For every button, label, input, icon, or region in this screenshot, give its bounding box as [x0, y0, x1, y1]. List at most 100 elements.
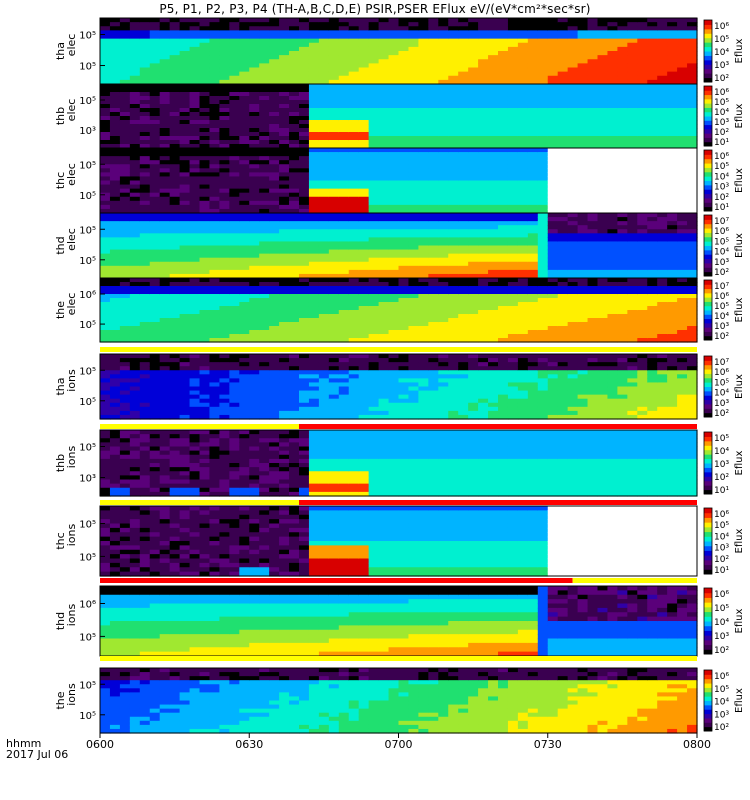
spectrogram-cell — [169, 249, 181, 255]
spectrogram-cell — [269, 282, 280, 287]
spectrogram-cell — [169, 84, 181, 89]
spectrogram-cell — [328, 278, 340, 283]
spectrogram-cell — [577, 318, 589, 323]
spectrogram-cell — [398, 217, 410, 222]
spectrogram-cell — [408, 51, 419, 56]
spectrogram-cell — [428, 200, 439, 206]
spectrogram-cell — [577, 237, 589, 243]
spectrogram-cell — [100, 92, 111, 97]
spectrogram-cell — [388, 286, 400, 291]
spectrogram-cell — [269, 237, 280, 243]
spectrogram-cell — [677, 176, 688, 182]
spectrogram-cell — [478, 55, 489, 60]
spectrogram-cell — [537, 42, 549, 48]
spectrogram-cell — [488, 310, 499, 315]
spectrogram-cell — [517, 290, 529, 295]
spectrogram-cell — [159, 140, 171, 145]
spectrogram-cell — [179, 88, 191, 93]
spectrogram-cell — [100, 176, 111, 182]
spectrogram-cell — [100, 237, 111, 243]
spectrogram-cell — [338, 241, 350, 247]
spectrogram-cell — [119, 116, 131, 121]
spectrogram-cell — [368, 18, 380, 23]
spectrogram-cell — [667, 51, 678, 56]
spectrogram-cell — [269, 51, 280, 56]
spectrogram-cell — [179, 172, 191, 178]
spectrogram-cell — [119, 46, 131, 52]
spectrogram-cell — [468, 229, 479, 234]
spectrogram-cell — [478, 92, 489, 97]
spectrogram-cell — [129, 290, 141, 295]
spectrogram-cell — [139, 241, 151, 247]
spectrogram-cell — [498, 128, 509, 133]
spectrogram-cell — [438, 184, 449, 190]
spectrogram-cell — [179, 152, 191, 157]
spectrogram-cell — [169, 269, 181, 275]
spectrogram-cell — [299, 302, 310, 307]
spectrogram-cell — [328, 51, 340, 56]
spectrogram-cell — [537, 204, 549, 210]
spectrogram-cell — [408, 22, 419, 27]
spectrogram-cell — [637, 229, 648, 234]
spectrogram-cell — [478, 46, 489, 52]
spectrogram-cell — [408, 168, 419, 173]
spectrogram-cell — [328, 176, 340, 182]
spectrogram-cell — [279, 108, 290, 113]
spectrogram-cell — [657, 290, 668, 295]
spectrogram-cell — [358, 144, 370, 149]
spectrogram-cell — [627, 140, 638, 145]
spectrogram-cell — [537, 79, 549, 85]
spectrogram-cell — [338, 249, 350, 255]
spectrogram-cell — [299, 172, 310, 178]
spectrogram-cell — [179, 42, 191, 48]
spectrogram-cell — [448, 245, 459, 251]
spectrogram-cell — [577, 278, 589, 283]
spectrogram-cell — [169, 136, 181, 141]
spectrogram-cell — [438, 71, 449, 77]
spectrogram-cell — [458, 96, 469, 101]
spectrogram-cell — [458, 46, 469, 52]
spectrogram-cell — [517, 273, 529, 279]
spectrogram-cell — [299, 38, 310, 44]
spectrogram-cell — [557, 84, 569, 89]
spectrogram-cell — [368, 314, 380, 319]
spectrogram-cell — [448, 306, 459, 311]
spectrogram-cell — [547, 104, 559, 109]
spectrogram-cell — [537, 241, 549, 247]
spectrogram-cell — [498, 59, 509, 64]
spectrogram-cell — [507, 136, 519, 141]
spectrogram-cell — [537, 88, 549, 93]
spectrogram-cell — [527, 176, 539, 182]
spectrogram-cell — [428, 184, 439, 190]
spectrogram-cell — [259, 132, 270, 137]
colorbar-segment — [704, 107, 712, 113]
spectrogram-cell — [527, 204, 539, 210]
spectrogram-cell — [667, 314, 678, 319]
spectrogram-cell — [388, 108, 400, 113]
spectrogram-cell — [507, 38, 519, 44]
spectrogram-cell — [637, 310, 648, 315]
spectrogram-cell — [368, 148, 380, 153]
spectrogram-cell — [647, 42, 658, 48]
spectrogram-cell — [109, 358, 121, 363]
spectrogram-cell — [488, 38, 499, 44]
spectrogram-cell — [657, 318, 668, 323]
spectrogram-cell — [139, 330, 151, 335]
spectrogram-cell — [328, 46, 340, 52]
spectrogram-cell — [189, 204, 201, 210]
spectrogram-cell — [577, 338, 589, 343]
spectrogram-cell — [478, 164, 489, 169]
spectrogram-cell — [637, 22, 648, 27]
spectrogram-cell — [517, 257, 529, 263]
spectrogram-cell — [149, 156, 161, 161]
spectrogram-cell — [219, 84, 230, 89]
spectrogram-cell — [498, 160, 509, 165]
spectrogram-cell — [229, 184, 240, 190]
spectrogram-cell — [498, 156, 509, 161]
spectrogram-cell — [687, 59, 698, 64]
spectrogram-cell — [109, 282, 121, 287]
spectrogram-cell — [119, 298, 131, 303]
spectrogram-cell — [348, 196, 360, 202]
spectrogram-cell — [209, 245, 220, 251]
spectrogram-cell — [209, 38, 220, 44]
